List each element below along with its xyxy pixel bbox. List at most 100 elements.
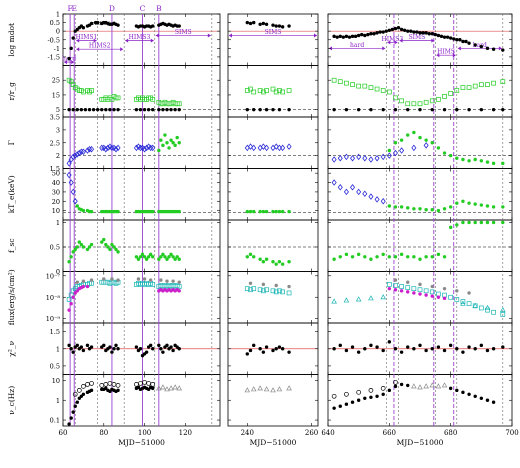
data-point [95,107,100,112]
data-point [271,209,275,214]
data-point [280,289,285,295]
data-point [175,135,179,140]
data-point [161,252,165,257]
data-point [271,23,275,27]
data-point [356,33,361,38]
y-tick-label: 5 [56,106,60,114]
data-point [369,257,373,261]
state-arrowhead [382,46,386,51]
data-point [473,157,477,162]
data-point [368,85,374,90]
data-point [485,398,490,402]
data-point [81,284,86,289]
data-point [491,47,496,51]
data-point [491,161,496,166]
data-point [491,107,496,112]
panel-frames [62,13,513,427]
state-arrowhead [394,40,398,45]
data-point [79,242,84,247]
data-point [114,343,118,348]
data-point [355,296,362,302]
y-axis-label: χ²_ν [7,340,16,356]
state-arrowhead [76,38,80,43]
state-arrowhead [457,46,461,51]
data-point [89,381,94,386]
data-point [466,301,472,307]
data-point [169,138,173,142]
data-point [264,144,270,152]
data-point [442,292,447,298]
y-tick-label: 0 [56,268,60,276]
data-point [485,82,490,87]
state-arrowhead [125,38,129,43]
event-label: E [71,4,76,13]
data-point [286,290,292,296]
data-point [350,34,355,39]
y-tick-label: 15 [52,91,60,99]
data-point [68,179,74,186]
data-point [467,159,471,163]
data-point [71,107,75,112]
data-point [338,34,342,39]
data-point [69,301,73,306]
data-point [393,255,398,259]
data-point [91,107,96,112]
data-point [448,91,454,96]
data-point [258,209,262,214]
data-point [87,145,93,153]
data-point [280,144,286,152]
data-point [338,343,342,348]
data-point [406,290,410,294]
data-point [252,209,256,214]
data-point [455,388,459,393]
data-point [112,347,116,351]
data-point [332,406,336,410]
data-point [344,80,349,86]
data-point [108,345,112,349]
data-point [356,350,361,354]
data-point [415,30,419,34]
data-point [387,28,392,33]
x-tick-label: 660 [383,429,396,437]
data-point [356,389,362,395]
data-point [418,107,422,112]
y-tick-label: 1.5 [50,165,60,173]
data-point [448,36,453,40]
data-point [338,255,342,259]
y-tick-label: 0 [56,28,60,36]
data-point [406,206,410,210]
data-point [485,307,490,313]
data-point [344,391,349,397]
data-point [161,107,165,112]
data-point [424,293,428,297]
data-point [70,188,76,196]
data-point [73,404,77,408]
data-point [406,133,410,137]
data-point [146,255,151,259]
data-point [138,381,143,386]
data-point [83,107,88,112]
data-point [439,34,444,39]
data-point [104,107,108,112]
data-point [501,220,505,225]
data-point [264,88,269,93]
data-point [392,149,398,157]
y-tick-label: 10⁻⁸ [46,294,61,302]
data-point [116,347,120,351]
data-point [137,144,143,152]
data-point [375,394,379,398]
data-point [442,207,447,211]
data-point [274,262,278,266]
data-point [69,46,73,51]
data-point [363,33,367,38]
data-point [146,381,151,386]
data-point [276,386,283,392]
data-point [461,157,465,162]
data-point [381,30,385,34]
state-arrowhead [431,38,435,43]
data-point [409,29,413,33]
state-label: HIMS1 [76,34,98,41]
data-point [423,288,429,294]
y-axis-label: f_sc [7,238,16,253]
data-point [430,284,434,289]
